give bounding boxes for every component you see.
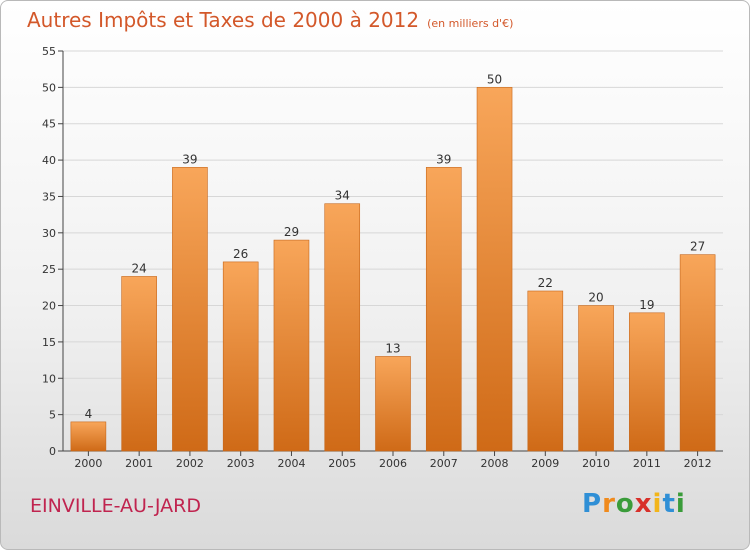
y-tick-label: 10 [42, 372, 56, 385]
y-tick-label: 40 [42, 154, 56, 167]
data-label-2002: 39 [182, 152, 197, 166]
x-tick-label-2012: 2012 [684, 457, 712, 470]
y-tick-label: 35 [42, 190, 56, 203]
data-label-2004: 29 [284, 225, 299, 239]
x-tick-label-2003: 2003 [227, 457, 255, 470]
bar-2008 [476, 87, 513, 452]
proxiti-logo[interactable]: Proxiti [582, 489, 686, 519]
data-label-2000: 4 [85, 407, 93, 421]
x-tick-label-2002: 2002 [176, 457, 204, 470]
data-label-2003: 26 [233, 247, 248, 261]
data-label-2011: 19 [639, 298, 654, 312]
x-tick-label-2000: 2000 [74, 457, 102, 470]
x-tick-labels: 2000 2001 2002 2003 2004 2005 2006 2007 2008 2009… [74, 457, 711, 470]
title-block: Autres Impôts et Taxes de 2000 à 2012 (en… [27, 8, 513, 32]
logo-letter: r [602, 489, 616, 519]
x-tick-label-2008: 2008 [481, 457, 509, 470]
data-label-2007: 39 [436, 152, 451, 166]
chart-subtitle: (en milliers d'€) [427, 17, 514, 30]
y-tick-label: 0 [49, 445, 56, 458]
x-tick-label-2001: 2001 [125, 457, 153, 470]
x-tick-label-2007: 2007 [430, 457, 458, 470]
bar-2011 [629, 312, 665, 452]
y-tick-label: 25 [42, 263, 56, 276]
chart-title: Autres Impôts et Taxes de 2000 à 2012 [27, 8, 420, 32]
logo-letter: o [615, 489, 635, 519]
bar-2001 [121, 276, 157, 452]
x-tick-label-2006: 2006 [379, 457, 407, 470]
y-tick-label: 45 [42, 118, 56, 131]
x-tick-label-2004: 2004 [277, 457, 305, 470]
data-label-2001: 24 [132, 261, 147, 275]
y-tick-label: 30 [42, 227, 56, 240]
bar-2003 [222, 261, 259, 452]
data-label-2010: 20 [588, 291, 603, 305]
data-label-2009: 22 [538, 276, 553, 290]
data-label-2012: 27 [690, 240, 705, 254]
data-labels: 4 24 39 26 29 34 13 39 50 22 20 19 27 [85, 72, 706, 421]
x-tick-label-2009: 2009 [531, 457, 559, 470]
bar-2004 [273, 239, 310, 452]
x-tick-label-2011: 2011 [633, 457, 661, 470]
logo-letter: P [582, 489, 603, 519]
bar-2000 [70, 421, 107, 452]
data-label-2005: 34 [335, 189, 350, 203]
logo-letter: i [675, 489, 686, 519]
bar-2006 [375, 356, 411, 452]
bar-2012 [679, 254, 716, 452]
data-label-2006: 13 [385, 341, 400, 355]
logo-letter: i [652, 489, 663, 519]
y-tick-label: 50 [42, 81, 56, 94]
bar-2005 [324, 203, 361, 452]
bar-2009 [527, 290, 564, 452]
y-tick-label: 55 [42, 45, 56, 58]
logo-letter: t [662, 489, 676, 519]
x-tick-label-2010: 2010 [582, 457, 610, 470]
bar-2010 [578, 305, 614, 452]
y-tick-label: 20 [42, 300, 56, 313]
data-label-2008: 50 [487, 72, 502, 86]
bar-2002 [172, 167, 208, 452]
y-tick-labels: 0 5 10 15 20 25 30 35 40 45 50 55 [42, 45, 56, 458]
y-tick-label: 5 [49, 409, 56, 422]
logo-letter: x [634, 489, 653, 519]
x-tick-label-2005: 2005 [328, 457, 356, 470]
bars [70, 87, 716, 452]
y-tick-label: 15 [42, 336, 56, 349]
bar-2007 [425, 167, 462, 452]
city-name: EINVILLE-AU-JARD [30, 495, 201, 517]
